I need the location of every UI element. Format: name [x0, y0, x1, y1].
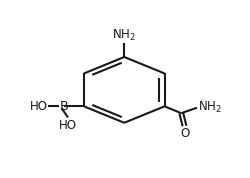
Text: NH$_2$: NH$_2$ [198, 100, 222, 115]
Text: B: B [60, 100, 68, 113]
Text: HO: HO [59, 119, 77, 132]
Text: HO: HO [30, 100, 48, 113]
Text: NH$_2$: NH$_2$ [112, 28, 136, 43]
Text: O: O [181, 127, 190, 140]
